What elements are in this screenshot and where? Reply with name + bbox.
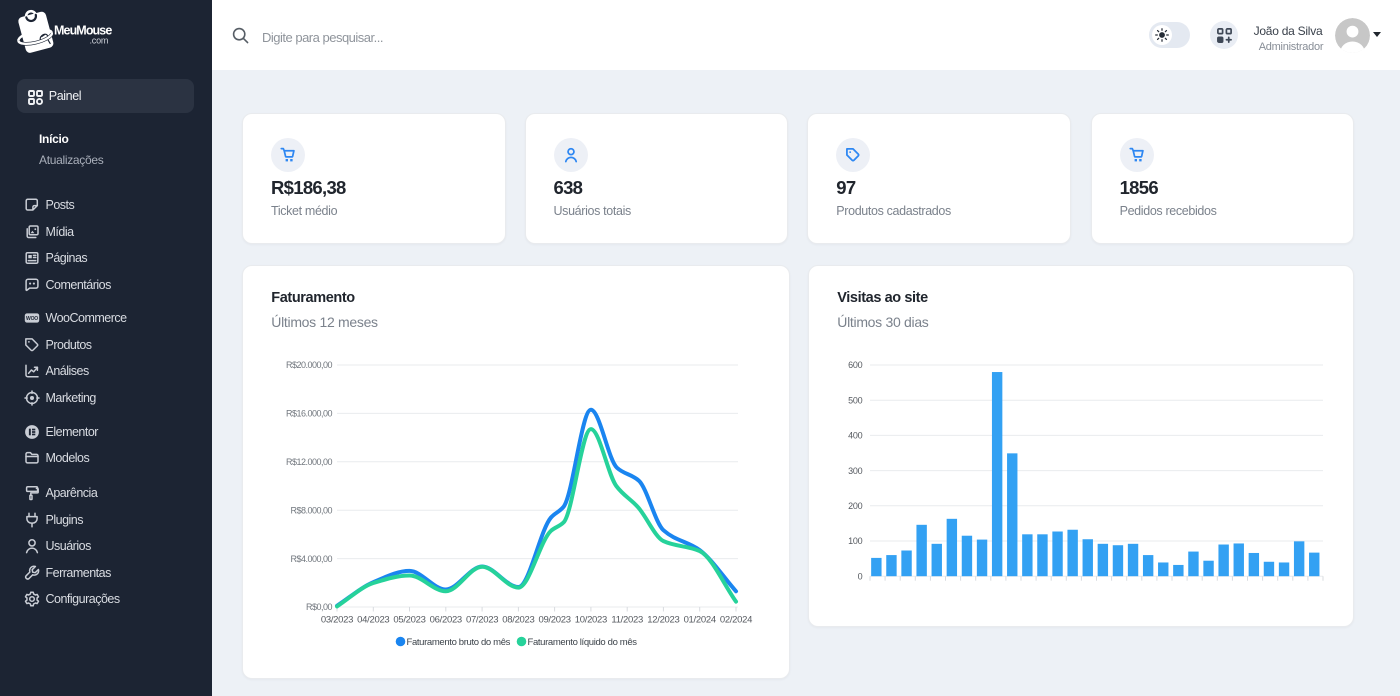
svg-text:R$16.000,00: R$16.000,00 xyxy=(286,409,333,419)
svg-text:MeuMouse: MeuMouse xyxy=(54,24,112,38)
svg-text:R$4.000,00: R$4.000,00 xyxy=(290,554,332,564)
svg-text:300: 300 xyxy=(848,466,862,476)
svg-text:05/2023: 05/2023 xyxy=(393,615,425,626)
svg-text:03/2023: 03/2023 xyxy=(321,615,353,626)
svg-text:.com: .com xyxy=(90,36,109,46)
svg-text:100: 100 xyxy=(848,536,862,546)
svg-text:600: 600 xyxy=(848,360,862,370)
svg-text:12/2023: 12/2023 xyxy=(647,615,679,626)
svg-text:07/2023: 07/2023 xyxy=(466,615,498,626)
svg-text:500: 500 xyxy=(848,395,862,405)
svg-text:Faturamento bruto do mês: Faturamento bruto do mês xyxy=(407,637,511,648)
svg-text:Faturamento líquido do mês: Faturamento líquido do mês xyxy=(528,637,638,648)
svg-text:11/2023: 11/2023 xyxy=(611,615,643,626)
svg-text:09/2023: 09/2023 xyxy=(538,615,570,626)
svg-text:R$20.000,00: R$20.000,00 xyxy=(286,360,333,370)
svg-text:200: 200 xyxy=(848,501,862,511)
svg-text:04/2023: 04/2023 xyxy=(357,615,389,626)
svg-text:R$0,00: R$0,00 xyxy=(306,602,333,612)
svg-text:08/2023: 08/2023 xyxy=(502,615,534,626)
svg-text:R$8.000,00: R$8.000,00 xyxy=(290,505,332,515)
svg-text:06/2023: 06/2023 xyxy=(430,615,462,626)
svg-text:02/2024: 02/2024 xyxy=(720,615,752,626)
svg-text:10/2023: 10/2023 xyxy=(575,615,607,626)
svg-text:WOO: WOO xyxy=(26,316,38,322)
svg-text:0: 0 xyxy=(858,571,863,581)
svg-text:01/2024: 01/2024 xyxy=(684,615,716,626)
svg-text:R$12.000,00: R$12.000,00 xyxy=(286,457,333,467)
svg-text:400: 400 xyxy=(848,431,862,441)
